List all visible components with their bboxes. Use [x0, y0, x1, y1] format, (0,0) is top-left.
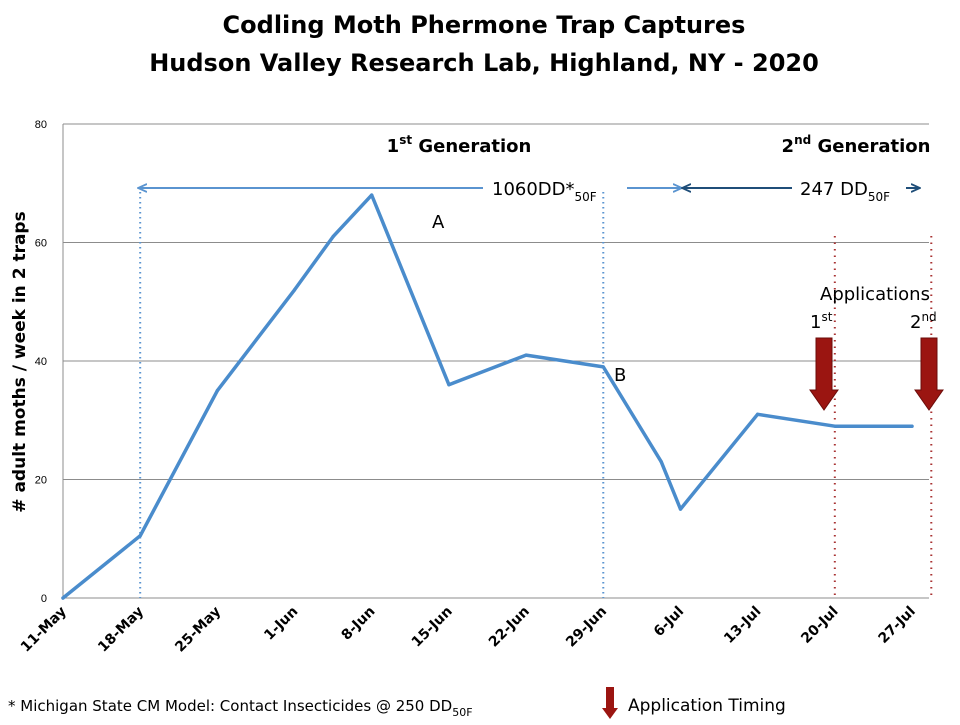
- legend-application-timing: Application Timing: [628, 696, 786, 716]
- chart-subtitle: Hudson Valley Research Lab, Highland, NY…: [149, 49, 819, 77]
- data-point: [215, 389, 219, 393]
- x-tick-label: 8-Jun: [338, 604, 378, 644]
- x-tick-label: 20-Jul: [798, 604, 841, 647]
- data-point: [61, 596, 65, 600]
- down-arrow-icon: [602, 687, 618, 719]
- y-tick-label: 80: [35, 119, 47, 131]
- first-application-arrow-icon: [809, 337, 839, 411]
- x-tick-label: 22-Jun: [486, 604, 533, 651]
- data-point: [292, 288, 297, 292]
- point-b-label: B: [614, 365, 626, 386]
- chart-title: Codling Moth Phermone Trap Captures: [223, 11, 746, 39]
- x-tick-labels: 11-May 18-May 25-May 1-Jun 8-Jun 15-Jun 22-Jun…: [18, 604, 919, 656]
- data-point: [524, 353, 528, 357]
- data-point: [331, 234, 335, 239]
- x-tick-label: 15-Jun: [409, 604, 456, 651]
- first-application-label: 1st: [810, 310, 833, 333]
- data-point: [138, 534, 142, 538]
- series-line: [61, 193, 914, 600]
- y-tick-label: 0: [41, 593, 47, 605]
- data-point: [756, 412, 760, 416]
- x-tick-label: 13-Jul: [721, 604, 764, 647]
- gridlines: [63, 123, 929, 480]
- y-tick-label: 60: [35, 238, 47, 250]
- dd-first-label: 1060DD*50F: [492, 179, 597, 204]
- y-tick-label: 20: [35, 475, 47, 487]
- second-application-arrow-icon: [914, 337, 944, 411]
- x-tick-label: 18-May: [95, 604, 147, 656]
- x-tick-label: 29-Jun: [563, 604, 610, 651]
- data-point: [659, 460, 663, 464]
- series-points: [61, 193, 914, 600]
- x-tick-label: 6-Jul: [651, 604, 687, 640]
- second-generation-label: 2nd Generation: [782, 133, 931, 157]
- data-point: [871, 424, 876, 428]
- x-tick-label: 11-May: [18, 604, 70, 656]
- point-a-label: A: [432, 212, 445, 233]
- first-generation-label: 1st Generation: [387, 133, 532, 157]
- data-point: [447, 383, 451, 387]
- data-point: [370, 193, 374, 197]
- footnote: * Michigan State CM Model: Contact Insec…: [8, 697, 473, 719]
- x-tick-label: 1-Jun: [261, 604, 301, 644]
- x-tick-label: 25-May: [172, 604, 224, 656]
- second-application-label: 2nd: [910, 310, 937, 333]
- dd-second-label: 247 DD50F: [800, 179, 890, 204]
- data-point: [910, 424, 914, 428]
- applications-label: Applications: [820, 284, 930, 305]
- y-axis-label: # adult moths / week in 2 traps: [10, 211, 30, 512]
- data-point: [833, 424, 837, 428]
- data-point: [601, 365, 605, 369]
- x-tick-label: 27-Jul: [875, 604, 918, 647]
- reference-lines: [139, 192, 933, 598]
- y-tick-labels: 0 20 40 60 80: [35, 119, 47, 605]
- y-tick-label: 40: [35, 356, 47, 368]
- data-point: [678, 507, 683, 511]
